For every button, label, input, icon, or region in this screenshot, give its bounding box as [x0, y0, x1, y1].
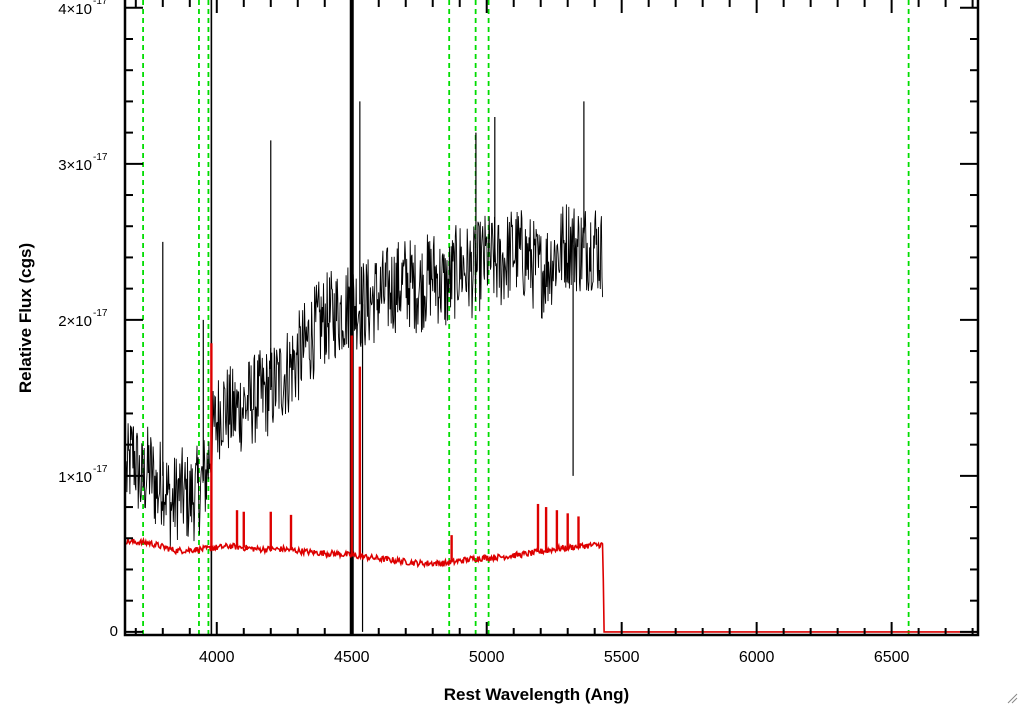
y-tick-label: 4×10 -17 [58, 0, 108, 18]
y-tick-label-mantissa: 0 [110, 623, 118, 640]
x-tick-label: 4000 [199, 649, 235, 666]
y-tick-label-exponent: -17 [93, 0, 108, 7]
y-tick-label-mantissa: 1×10 [58, 469, 92, 486]
x-axis-title: Rest Wavelength (Ang) [444, 685, 629, 704]
series-line-0 [125, 204, 604, 550]
line-markers [142, 0, 910, 635]
plot-frame [123, 0, 980, 637]
y-tick-labels: 01×10 -172×10 -173×10 -174×10 -17 [58, 0, 118, 640]
y-tick-label-exponent: -17 [93, 152, 108, 163]
y-tick-label: 0 [110, 623, 118, 640]
x-tick-label: 6500 [874, 649, 910, 666]
y-tick-label: 3×10 -17 [58, 152, 108, 174]
y-tick-label-mantissa: 2×10 [58, 313, 92, 330]
x-tick-labels: 4000 4500 5000 5500 6000 6500 [199, 649, 910, 666]
x-tick-label: 5500 [604, 649, 640, 666]
y-tick-label-exponent: -17 [93, 308, 108, 319]
y-axis-title: Relative Flux (cgs) [16, 243, 35, 393]
y-tick-label-exponent: -17 [93, 464, 108, 475]
axis-ticks [125, 0, 978, 635]
series-line-1 [125, 536, 978, 633]
resize-grip-icon[interactable] [1004, 690, 1018, 704]
y-tick-label: 2×10 -17 [58, 308, 108, 330]
y-tick-label-mantissa: 4×10 [58, 1, 92, 18]
y-tick-label: 1×10 -17 [58, 464, 108, 486]
x-tick-label: 5000 [469, 649, 505, 666]
series-layer [125, 0, 978, 633]
x-tick-label: 6000 [739, 649, 775, 666]
x-tick-label: 4500 [334, 649, 370, 666]
y-tick-label-mantissa: 3×10 [58, 157, 92, 174]
